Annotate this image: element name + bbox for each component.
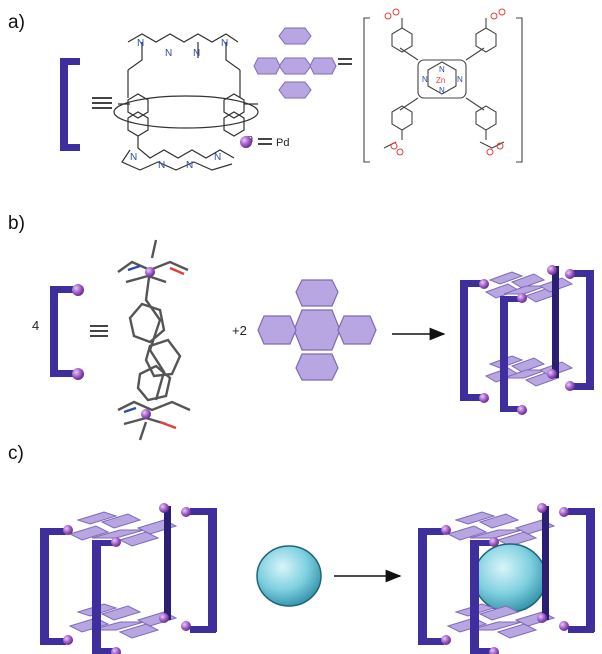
pd-legend-label: Pd <box>276 137 289 149</box>
equivalence-sign-a1 <box>92 97 112 109</box>
linker-bracket-symbol-b <box>50 284 84 380</box>
n-atom-bottom-4: N <box>214 152 221 163</box>
linker-coefficient: 4 <box>32 318 39 333</box>
macrocycle-n-atoms-bottom: N N N N <box>130 152 221 171</box>
macrocycle-n-atoms-top: N N N N <box>137 38 228 59</box>
panel-label-c: c) <box>8 443 24 464</box>
panel-label-b: b) <box>8 213 25 234</box>
n-atom-top-1: N <box>137 38 144 49</box>
porphyrin-zn: Zn <box>436 76 445 85</box>
porphyrin-n-3: N <box>457 75 463 84</box>
cage-pd-atoms <box>479 265 575 415</box>
linker-3d-pd-bottom <box>141 409 151 419</box>
porphyrin-symbol-small <box>253 27 337 99</box>
equivalence-sign-b <box>90 325 108 337</box>
cage-linker-front <box>500 296 522 412</box>
equivalence-sign-a2 <box>338 58 352 65</box>
guest-sphere-icon <box>256 545 322 607</box>
cage-linker-left <box>460 280 484 401</box>
macrocycle-structure <box>113 33 259 171</box>
pd-legend-equals <box>258 138 272 145</box>
n-atom-bottom-1: N <box>130 152 137 163</box>
cage-product-b <box>460 265 594 415</box>
pd-sphere-icon <box>240 136 252 148</box>
linker-3d-pd-top <box>145 267 155 277</box>
panel-label-a: a) <box>8 12 25 33</box>
linker-bracket-symbol-a <box>60 58 80 151</box>
porphyrin-oxygens <box>384 8 506 156</box>
porphyrin-n-4: N <box>439 86 445 95</box>
linker-3d-nitrogens <box>123 264 141 414</box>
cage-linker-right <box>570 270 594 390</box>
porphyrin-symbol-large <box>257 279 377 381</box>
n-atom-top-3: N <box>193 48 200 59</box>
n-atom-bottom-2: N <box>158 160 165 171</box>
porphyrin-atom-labels: N N N N Zn <box>422 65 463 95</box>
porphyrin-coefficient: +2 <box>232 323 247 338</box>
n-atom-top-4: N <box>221 38 228 49</box>
cage-porphyrin-top <box>484 271 574 303</box>
cage-porphyrin-bottom <box>484 355 574 387</box>
cage-linker-back <box>552 266 559 378</box>
n-atom-top-2: N <box>165 48 172 59</box>
cage-host-c-left <box>40 503 217 654</box>
porphyrin-n-1: N <box>439 65 445 74</box>
porphyrin-n-2: N <box>422 75 428 84</box>
linker-3d-oxygens <box>159 266 185 430</box>
encapsulated-guest <box>473 543 547 613</box>
cage-host-guest-complex <box>418 503 595 654</box>
porphyrin-structure <box>363 17 523 163</box>
n-atom-bottom-3: N <box>186 160 193 171</box>
